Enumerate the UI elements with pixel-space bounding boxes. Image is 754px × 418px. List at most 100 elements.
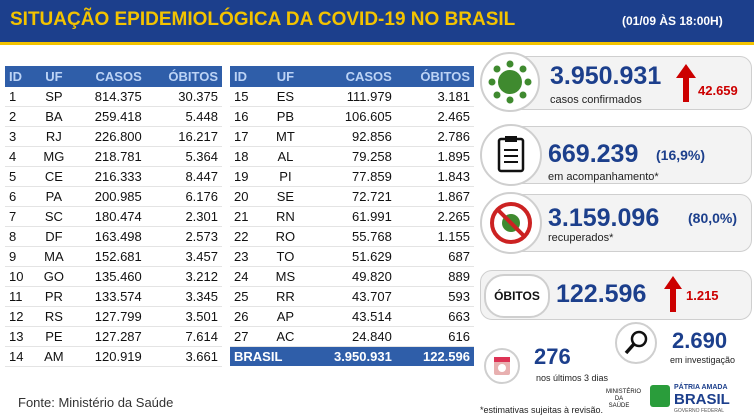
cell: 120.919: [73, 346, 146, 367]
cell: 18: [230, 146, 265, 167]
cell: MS: [264, 266, 307, 287]
row: 5 CE 216.333 8.447: [5, 166, 222, 187]
cell: 8.447: [145, 166, 222, 187]
cell: 259.418: [73, 106, 146, 127]
row: 21 RN 61.991 2.265: [230, 206, 474, 227]
cell: 55.768: [306, 226, 396, 247]
deaths-new: 1.215: [686, 288, 719, 303]
row: 16 PB 106.605 2.465: [230, 106, 474, 127]
cell: 3.181: [395, 87, 474, 107]
icon: [624, 330, 648, 355]
cell: PB: [264, 106, 307, 127]
investigation-label: em investigação: [670, 355, 736, 365]
cell: 663: [395, 306, 474, 327]
up-arrow: [664, 276, 682, 312]
cell: 7: [5, 206, 35, 227]
cell: PE: [34, 326, 74, 347]
cell: DF: [34, 226, 74, 247]
cell: CE: [34, 166, 74, 187]
row: 26 AP 43.514 663: [230, 306, 474, 327]
table-right: ID UF CASOS ÓBITOS 15 ES 111.979 3.181 16 PB 106.6…: [230, 66, 474, 366]
note: *estimativas sujeitas à revisão.: [480, 405, 604, 415]
gov: GOVERNO FEDERAL: [674, 408, 725, 414]
cell: 15: [230, 87, 265, 107]
row: 2 BA 259.418 5.448: [5, 106, 222, 127]
cell: 13: [5, 326, 35, 347]
card-monitoring: [494, 126, 752, 184]
recovered-value: 3.159.096: [548, 204, 660, 232]
cell: 11: [5, 286, 35, 307]
cell: AP: [264, 306, 307, 327]
cell: 9: [5, 246, 35, 267]
cell: MG: [34, 146, 74, 167]
cell: 49.820: [306, 266, 396, 287]
row: 6 PA 200.985 6.176: [5, 186, 222, 207]
row: 11 PR 133.574 3.345: [5, 286, 222, 307]
cell: 5.448: [145, 106, 222, 127]
row: 13 PE 127.287 7.614: [5, 326, 222, 347]
row: 1 SP 814.375 30.375: [5, 87, 222, 107]
column-header: CASOS: [306, 66, 396, 87]
cell: 200.985: [73, 186, 146, 207]
row: 4 MG 218.781 5.364: [5, 146, 222, 167]
virus-icon: [480, 52, 540, 112]
row: 3 RJ 226.800 16.217: [5, 126, 222, 147]
cell: 226.800: [73, 126, 146, 147]
cell: 12: [5, 306, 35, 327]
cell: 3.212: [145, 266, 222, 287]
cell: RJ: [34, 126, 74, 147]
cell: 20: [230, 186, 265, 207]
cell: 1: [5, 87, 35, 107]
recovered-icon: [480, 192, 542, 254]
row: 15 ES 111.979 3.181: [230, 87, 474, 107]
cell: AC: [264, 326, 307, 347]
cell: PR: [34, 286, 74, 307]
source: Fonte: Ministério da Saúde: [18, 395, 174, 410]
cell: 16: [230, 106, 265, 127]
cell: ES: [264, 87, 307, 107]
column-header: ID: [5, 66, 35, 87]
row: 7 SC 180.474 2.301: [5, 206, 222, 227]
column-header: ID: [230, 66, 265, 87]
investigation-value: 2.690: [672, 328, 728, 353]
cell: 8: [5, 226, 35, 247]
cell: 24.840: [306, 326, 396, 347]
row: 19 PI 77.859 1.843: [230, 166, 474, 187]
column-header: UF: [264, 66, 307, 87]
cell: 92.856: [306, 126, 396, 147]
cell: 163.498: [73, 226, 146, 247]
recovered-percent: (80,0%): [688, 210, 738, 226]
cell: 135.460: [73, 266, 146, 287]
cell: 3: [5, 126, 35, 147]
monitoring-value: 669.239: [548, 140, 639, 168]
row: 23 TO 51.629 687: [230, 246, 474, 267]
cell: 216.333: [73, 166, 146, 187]
cell: 1.867: [395, 186, 474, 207]
row: 25 RR 43.707 593: [230, 286, 474, 307]
confirmed-new: 42.659: [698, 83, 738, 98]
confirmed-value: 3.950.931: [550, 62, 662, 90]
cell: 218.781: [73, 146, 146, 167]
date: (01/09 ÀS 18:00H): [622, 14, 723, 28]
icon: [490, 202, 532, 244]
cell: 5.364: [145, 146, 222, 167]
cell: 3.345: [145, 286, 222, 307]
cell: 27: [230, 326, 265, 347]
cell: 30.375: [145, 87, 222, 107]
cell: 14: [5, 346, 35, 367]
row: 20 SE 72.721 1.867: [230, 186, 474, 207]
row: 24 MS 49.820 889: [230, 266, 474, 287]
cell: 24: [230, 266, 265, 287]
cell: 2.573: [145, 226, 222, 247]
brand: BRASIL: [674, 391, 730, 408]
ministry-logo: MINISTÉRIO DA SAÚDE: [606, 389, 642, 409]
cell: 79.258: [306, 146, 396, 167]
cell: RS: [34, 306, 74, 327]
total-cell: BRASIL: [230, 346, 307, 366]
cell: 23: [230, 246, 265, 267]
cell: 2.265: [395, 206, 474, 227]
cell: 593: [395, 286, 474, 307]
search-icon: [615, 322, 657, 364]
